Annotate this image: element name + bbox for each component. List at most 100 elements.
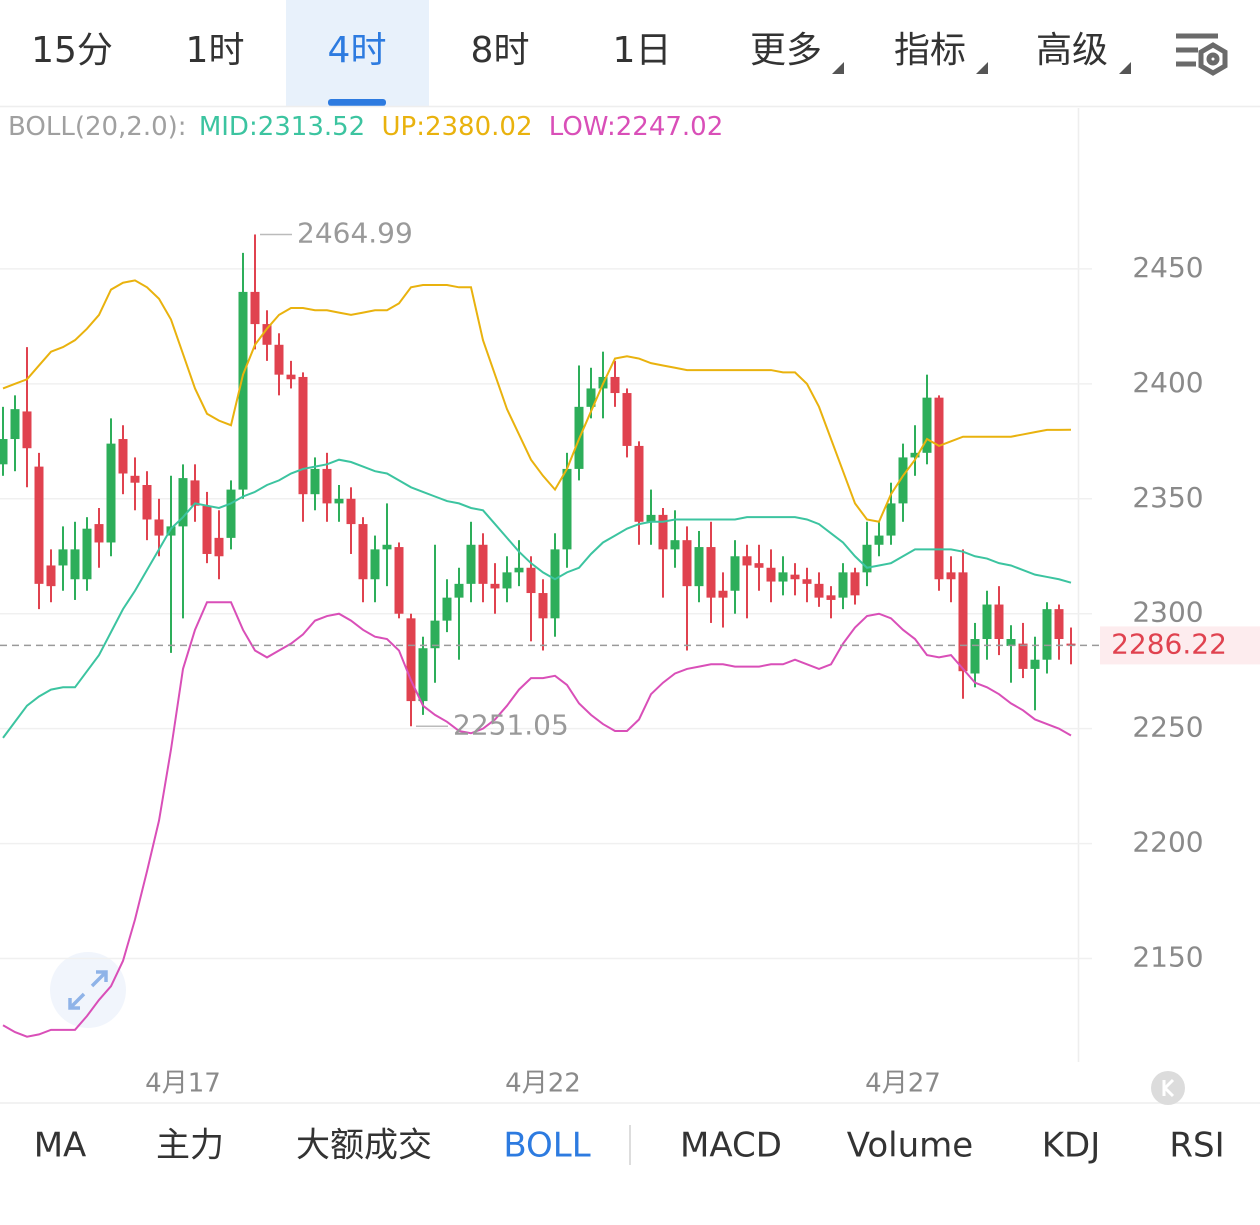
candle-body <box>274 344 284 375</box>
candle-body <box>442 597 452 621</box>
candle-body <box>190 480 200 506</box>
dropdown-arrow <box>976 62 988 74</box>
band-line <box>2 601 1072 1038</box>
legend-entry: UP:2380.02 <box>382 112 533 142</box>
candle-body <box>454 583 464 598</box>
candle-body <box>82 528 92 580</box>
plot <box>0 234 1076 1038</box>
top-tab[interactable]: 15分 <box>31 30 113 71</box>
candle-body <box>754 563 764 568</box>
candle-body <box>346 498 356 525</box>
top-tab[interactable]: 高级 <box>1036 30 1108 71</box>
candle-body <box>730 556 740 591</box>
price-tag <box>1100 626 1260 665</box>
bottom-tab[interactable]: MA <box>34 1126 87 1166</box>
candle-body <box>466 544 476 584</box>
top-tab[interactable]: 4时 <box>328 30 387 71</box>
candle-body <box>550 549 560 619</box>
candle-body <box>106 443 116 543</box>
candle-body <box>670 540 680 550</box>
candle-body <box>862 544 872 573</box>
extreme-label: 2251.05 <box>453 708 569 741</box>
k-button[interactable] <box>1151 1071 1185 1105</box>
top-tab[interactable]: 1日 <box>613 30 672 71</box>
y-tick-label: 2300 <box>1132 596 1203 629</box>
candle-body <box>802 579 812 584</box>
bottom-tab[interactable]: RSI <box>1169 1126 1224 1166</box>
extreme-label: 2464.99 <box>297 216 413 249</box>
tab-selected-bg <box>286 0 429 106</box>
candle-body <box>250 291 260 325</box>
dropdown-arrow <box>1119 62 1131 74</box>
candle-body <box>370 549 380 580</box>
y-tick-label: 2400 <box>1132 366 1203 399</box>
candle-body <box>850 572 860 596</box>
settings-icon[interactable] <box>1176 33 1228 76</box>
candle-body <box>478 544 488 584</box>
y-tick-label: 2200 <box>1132 826 1203 859</box>
candle-body <box>922 397 932 453</box>
candle-body <box>286 374 296 380</box>
candle-body <box>154 519 164 536</box>
y-tick-label: 2150 <box>1132 941 1203 974</box>
candle-body <box>826 595 836 600</box>
candle-body <box>322 468 332 504</box>
candle-body <box>718 590 728 598</box>
candle-body <box>382 544 392 550</box>
indicator-legend: BOLL(20,2.0): MID:2313.52 UP:2380.02 LOW… <box>8 112 723 142</box>
bottom-tab[interactable]: 大额成交 <box>296 1126 432 1166</box>
candle-body <box>706 547 716 598</box>
candle-body <box>142 485 152 520</box>
bottom-tab[interactable]: KDJ <box>1042 1126 1101 1166</box>
candle-body <box>334 498 344 504</box>
candle-body <box>634 445 644 522</box>
candle-body <box>166 526 176 536</box>
bottom-tab[interactable]: Volume <box>847 1126 973 1166</box>
x-tick-label: 4月27 <box>865 1069 941 1099</box>
candle-body <box>70 549 80 580</box>
top-tab[interactable]: 8时 <box>471 30 530 71</box>
candle-body <box>658 514 668 550</box>
bottom-tab[interactable]: 主力 <box>156 1126 224 1166</box>
candle-body <box>646 514 656 522</box>
candle-body <box>130 475 140 483</box>
expand-bg <box>50 952 126 1028</box>
candle-body <box>958 572 968 672</box>
candle-body <box>526 567 536 594</box>
k-icon <box>1162 1078 1175 1098</box>
candle-body <box>946 572 956 580</box>
top-tab[interactable]: 更多 <box>750 30 822 71</box>
candle-body <box>0 439 8 465</box>
candle-body <box>898 457 908 504</box>
bottom-tab[interactable]: BOLL <box>503 1126 590 1166</box>
y-tick-label: 2350 <box>1132 481 1203 514</box>
candle-body <box>490 583 500 589</box>
candle-body <box>298 376 308 495</box>
candle-body <box>838 572 848 598</box>
top-tab[interactable]: 指标 <box>894 30 966 71</box>
candle-body <box>1054 609 1064 640</box>
candle-body <box>790 574 800 580</box>
candle-body <box>814 583 824 598</box>
expand-icon <box>68 970 108 1010</box>
y-tick-label: 2250 <box>1132 711 1203 744</box>
indicator-name: BOLL(20,2.0): <box>8 112 187 142</box>
candle-body <box>10 409 20 440</box>
candle-body <box>1030 659 1040 669</box>
expand-button[interactable] <box>50 952 126 1028</box>
candle-body <box>34 466 44 584</box>
candle-body <box>694 547 704 587</box>
candle-body <box>310 468 320 495</box>
price-label: 2286.22 <box>1111 627 1227 660</box>
candle-body <box>238 291 248 490</box>
legend-entry: MID:2313.52 <box>199 112 365 142</box>
candle-body <box>538 593 548 619</box>
candle-body <box>1006 639 1016 646</box>
candle-body <box>1018 643 1028 669</box>
candle-body <box>586 388 596 407</box>
bottom-tab[interactable]: MACD <box>680 1126 782 1166</box>
candle-body <box>418 648 428 702</box>
candle-body <box>610 376 620 394</box>
top-tab[interactable]: 1时 <box>186 30 245 71</box>
candle-body <box>22 411 32 449</box>
